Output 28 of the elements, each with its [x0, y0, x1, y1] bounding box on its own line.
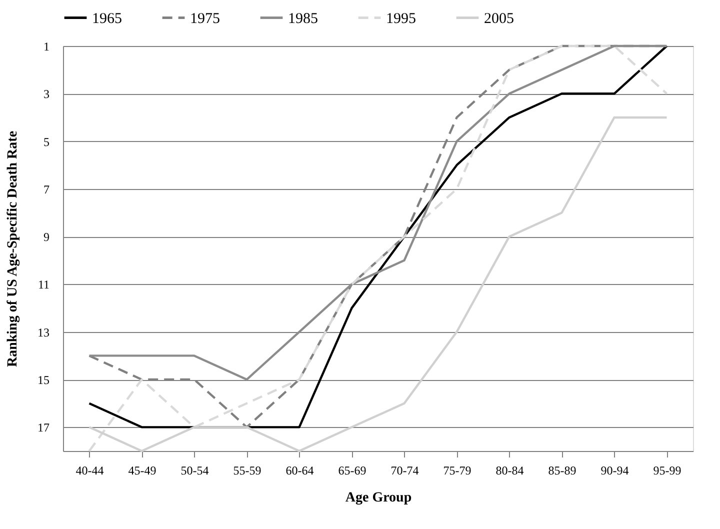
x-tick-label: 45-49 [128, 464, 156, 478]
x-tick-label: 90-94 [600, 464, 629, 478]
x-tick-label: 80-84 [496, 464, 524, 478]
y-tick-label: 11 [38, 278, 50, 292]
legend-label: 1975 [190, 10, 220, 27]
y-tick-label: 15 [38, 373, 50, 388]
x-tick-label: 50-54 [180, 464, 209, 478]
y-axis-title: Ranking of US Age-Specific Death Rate [6, 130, 20, 368]
x-tick-label: 60-64 [286, 464, 314, 478]
y-tick-label: 9 [44, 230, 50, 244]
legend-label: 1965 [92, 10, 122, 27]
y-tick-label: 3 [44, 87, 50, 102]
x-tick-label: 85-89 [548, 464, 576, 478]
x-tick-label: 55-59 [233, 464, 262, 478]
y-tick-label: 13 [38, 325, 50, 340]
legend-label: 1995 [386, 10, 416, 27]
x-axis-title: Age Group [345, 490, 412, 506]
y-tick-label: 1 [44, 40, 50, 54]
y-tick-label: 7 [44, 182, 50, 196]
legend-label: 2005 [484, 10, 514, 27]
x-tick-label: 40-44 [76, 464, 104, 478]
x-tick-label: 70-74 [390, 464, 419, 478]
x-tick-label: 75-79 [443, 464, 472, 478]
x-tick-label: 95-99 [653, 464, 682, 478]
legend-label: 1985 [288, 10, 318, 27]
y-tick-label: 17 [38, 420, 50, 435]
y-tick-label: 5 [44, 134, 50, 149]
x-tick-label: 65-69 [338, 464, 366, 478]
